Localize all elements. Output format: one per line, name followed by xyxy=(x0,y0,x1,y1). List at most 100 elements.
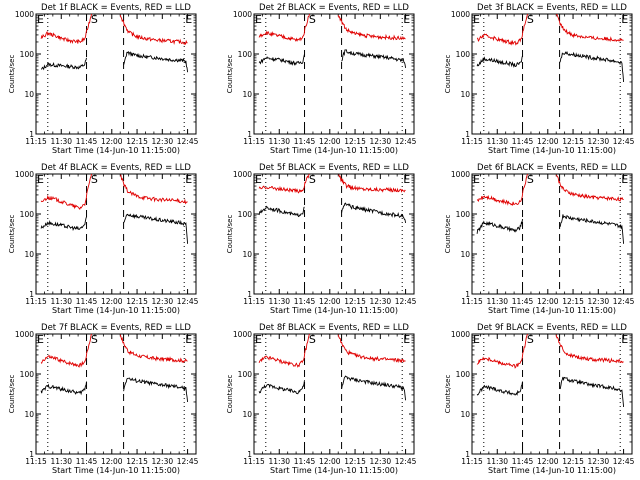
x-axis-label: Start Time (14-Jun-10 11:15:00) xyxy=(270,146,398,155)
events-series-line xyxy=(476,218,523,234)
y-tick-label: 1000 xyxy=(451,10,470,19)
y-tick-label: 1000 xyxy=(233,10,252,19)
panel-title: Det 8f BLACK = Events, RED = LLD xyxy=(259,323,409,333)
panel-det-5f: Det 5f BLACK = Events, RED = LLD 1 10 100 10… xyxy=(226,163,417,315)
y-tick-label: 1 xyxy=(247,130,252,139)
x-tick-label: 11:30 xyxy=(50,297,72,306)
lld-series-line xyxy=(40,174,93,210)
phase-mark-e: E xyxy=(403,333,410,346)
y-tick-label: 1 xyxy=(29,290,34,299)
y-tick-label: 1000 xyxy=(233,330,252,339)
y-tick-label: 1000 xyxy=(15,170,34,179)
y-axis-label: Counts/sec xyxy=(226,55,234,94)
x-tick-label: 12:15 xyxy=(562,137,584,146)
phase-mark-s: S xyxy=(91,333,98,346)
x-tick-label: 12:30 xyxy=(370,297,392,306)
x-tick-label: 12:15 xyxy=(344,137,366,146)
lld-series-line xyxy=(555,174,624,202)
phase-mark-e: E xyxy=(621,333,628,346)
x-tick-label: 11:15 xyxy=(243,297,265,306)
x-tick-label: 12:45 xyxy=(395,137,417,146)
x-axis-label: Start Time (14-Jun-10 11:15:00) xyxy=(270,466,398,475)
phase-mark-s: S xyxy=(309,333,316,346)
lld-series-line xyxy=(119,334,188,364)
x-tick-label: 11:45 xyxy=(512,137,534,146)
plot-frame xyxy=(471,13,633,135)
x-tick-label: 12:45 xyxy=(177,297,199,306)
y-tick-label: 10 xyxy=(460,90,470,99)
plot-frame xyxy=(253,333,415,455)
y-axis-label: Counts/sec xyxy=(444,55,452,94)
x-tick-label: 12:30 xyxy=(152,297,174,306)
panel-det-8f: Det 8f BLACK = Events, RED = LLD 1 10 100 10… xyxy=(226,323,417,475)
series-group xyxy=(40,174,189,244)
lld-series-line xyxy=(476,174,529,206)
series-group xyxy=(476,174,625,244)
plot-frame xyxy=(253,13,415,135)
y-tick-label: 1 xyxy=(247,450,252,459)
x-tick-label: 11:30 xyxy=(268,137,290,146)
phase-mark-e: E xyxy=(473,173,480,186)
y-tick-label: 10 xyxy=(460,410,470,419)
events-series-line xyxy=(341,202,407,223)
y-axis-label: Counts/sec xyxy=(444,375,452,414)
phase-mark-e: E xyxy=(255,13,262,26)
y-axis-label: Counts/sec xyxy=(8,215,16,254)
series-group xyxy=(40,14,189,73)
events-series-line xyxy=(41,57,87,71)
x-tick-label: 12:30 xyxy=(370,457,392,466)
phase-mark-e: E xyxy=(185,333,192,346)
y-axis-label: Counts/sec xyxy=(226,215,234,254)
x-tick-label: 11:15 xyxy=(243,457,265,466)
panel-title: Det 1f BLACK = Events, RED = LLD xyxy=(41,3,191,13)
events-series-line xyxy=(258,205,305,218)
phase-mark-e: E xyxy=(185,173,192,186)
phase-mark-s: S xyxy=(527,333,534,346)
phase-mark-s: S xyxy=(91,13,98,26)
phase-mark-s: S xyxy=(91,173,98,186)
y-tick-label: 100 xyxy=(456,370,471,379)
lld-series-line xyxy=(258,14,311,42)
x-tick-label: 11:15 xyxy=(243,137,265,146)
lld-series-line xyxy=(258,334,311,368)
phase-mark-e: E xyxy=(37,13,44,26)
events-series-line xyxy=(258,380,305,395)
phase-mark-e: E xyxy=(255,333,262,346)
x-axis-label: Start Time (14-Jun-10 11:15:00) xyxy=(488,146,616,155)
y-tick-label: 10 xyxy=(24,410,34,419)
events-series-line xyxy=(559,376,625,408)
y-tick-label: 1000 xyxy=(15,330,34,339)
x-tick-label: 11:30 xyxy=(50,137,72,146)
panel-title: Det 7f BLACK = Events, RED = LLD xyxy=(41,323,191,333)
events-series-line xyxy=(40,381,87,396)
x-tick-label: 11:45 xyxy=(294,297,316,306)
x-tick-label: 12:45 xyxy=(395,457,417,466)
events-series-line xyxy=(123,50,189,73)
x-tick-label: 11:30 xyxy=(268,457,290,466)
x-tick-label: 11:15 xyxy=(461,137,483,146)
y-tick-label: 1 xyxy=(247,290,252,299)
y-tick-label: 100 xyxy=(20,210,35,219)
x-axis-label: Start Time (14-Jun-10 11:15:00) xyxy=(52,306,180,315)
x-tick-label: 12:30 xyxy=(152,137,174,146)
y-tick-label: 1 xyxy=(465,130,470,139)
y-tick-label: 100 xyxy=(238,210,253,219)
plot-frame xyxy=(35,173,197,295)
x-tick-label: 11:45 xyxy=(512,297,534,306)
x-tick-label: 12:30 xyxy=(152,457,174,466)
lld-series-line xyxy=(258,174,310,194)
phase-mark-s: S xyxy=(527,13,534,26)
x-tick-label: 12:15 xyxy=(562,297,584,306)
lld-series-line xyxy=(555,14,624,43)
x-tick-label: 11:45 xyxy=(294,137,316,146)
x-tick-label: 12:15 xyxy=(344,297,366,306)
lld-series-line xyxy=(120,174,188,205)
x-axis-label: Start Time (14-Jun-10 11:15:00) xyxy=(52,146,180,155)
x-tick-label: 11:15 xyxy=(25,297,47,306)
x-tick-label: 12:00 xyxy=(537,137,559,146)
x-tick-label: 12:15 xyxy=(126,137,148,146)
phase-mark-e: E xyxy=(621,13,628,26)
x-tick-label: 12:30 xyxy=(588,457,610,466)
events-series-line xyxy=(40,216,87,232)
